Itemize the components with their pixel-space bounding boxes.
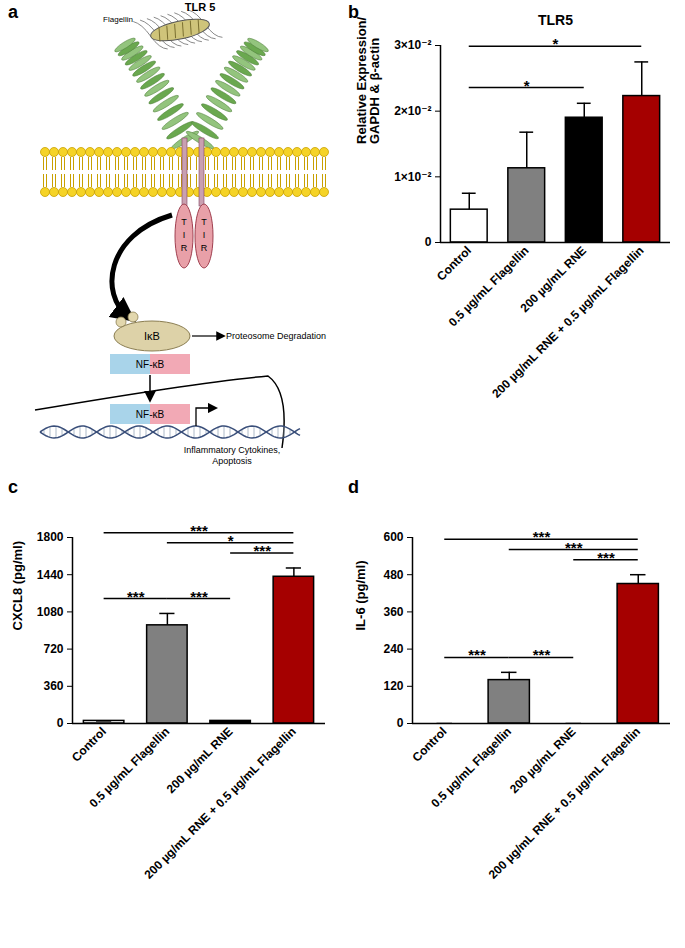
svg-text:***: *** <box>468 646 486 663</box>
svg-text:360: 360 <box>383 605 403 619</box>
svg-text:Apoptosis: Apoptosis <box>212 456 252 466</box>
svg-text:0.5 µg/mL Flagellin: 0.5 µg/mL Flagellin <box>446 243 532 329</box>
svg-text:Control: Control <box>434 243 474 283</box>
svg-text:200 µg/mL RNE + 0.5 µg/mL Flag: 200 µg/mL RNE + 0.5 µg/mL Flagellin <box>141 724 298 881</box>
svg-text:R: R <box>201 243 208 253</box>
html-text:b: b <box>348 2 359 22</box>
svg-text:*: * <box>228 532 234 549</box>
svg-text:2×10⁻²: 2×10⁻² <box>394 104 431 118</box>
svg-text:0: 0 <box>425 235 432 249</box>
svg-text:Flagellin: Flagellin <box>103 15 133 24</box>
svg-text:Control: Control <box>410 724 450 764</box>
svg-text:Control: Control <box>69 724 109 764</box>
svg-text:240: 240 <box>383 642 403 656</box>
svg-text:200 µg/mL RNE: 200 µg/mL RNE <box>164 724 236 796</box>
svg-text:200 µg/mL RNE + 0.5 µg/mL Flag: 200 µg/mL RNE + 0.5 µg/mL Flagellin <box>489 243 646 400</box>
svg-text:Proteosome Degradation: Proteosome Degradation <box>226 331 326 341</box>
svg-text:TLR 5: TLR 5 <box>185 1 216 13</box>
svg-text:***: *** <box>190 522 208 539</box>
svg-text:360: 360 <box>43 679 63 693</box>
svg-text:***: *** <box>565 539 583 556</box>
svg-text:T: T <box>201 217 207 227</box>
svg-text:0.5 µg/mL Flagellin: 0.5 µg/mL Flagellin <box>86 724 172 810</box>
svg-text:***: *** <box>533 646 551 663</box>
svg-text:NF-κB: NF-κB <box>136 409 165 420</box>
svg-text:***: *** <box>190 588 208 605</box>
svg-text:I: I <box>183 230 186 240</box>
svg-text:3×10⁻²: 3×10⁻² <box>394 38 431 52</box>
svg-text:200 µg/mL RNE + 0.5 µg/mL Flag: 200 µg/mL RNE + 0.5 µg/mL Flagellin <box>486 724 643 881</box>
svg-text:120: 120 <box>383 679 403 693</box>
svg-text:1×10⁻²: 1×10⁻² <box>394 170 431 184</box>
svg-text:*: * <box>524 77 530 94</box>
html-text:d: d <box>348 477 359 497</box>
svg-text:IκB: IκB <box>144 330 160 342</box>
svg-text:R: R <box>181 243 188 253</box>
svg-text:T: T <box>181 217 187 227</box>
svg-text:Relative Expression/GAPDH & β-: Relative Expression/GAPDH & β-actin <box>354 16 382 144</box>
svg-text:I: I <box>203 230 206 240</box>
svg-text:200 µg/mL RNE: 200 µg/mL RNE <box>507 724 579 796</box>
svg-text:IL-6 (pg/ml): IL-6 (pg/ml) <box>353 560 368 630</box>
svg-text:0: 0 <box>397 716 404 730</box>
html-text:c: c <box>8 477 18 497</box>
svg-text:1440: 1440 <box>37 568 64 582</box>
svg-text:0.5 µg/mL Flagellin: 0.5 µg/mL Flagellin <box>428 724 514 810</box>
html-text:a: a <box>8 2 18 22</box>
svg-text:CXCL8 (pg/ml): CXCL8 (pg/ml) <box>10 541 25 631</box>
svg-text:***: *** <box>597 549 615 566</box>
svg-text:***: *** <box>127 588 145 605</box>
svg-text:1080: 1080 <box>37 605 64 619</box>
svg-text:600: 600 <box>383 530 403 544</box>
svg-text:1800: 1800 <box>37 530 64 544</box>
svg-text:NF-κB: NF-κB <box>136 359 165 370</box>
svg-text:*: * <box>553 35 559 52</box>
svg-text:***: *** <box>253 542 271 559</box>
svg-text:480: 480 <box>383 568 403 582</box>
svg-text:Inflammatory Cytokines,: Inflammatory Cytokines, <box>184 445 281 455</box>
svg-text:0: 0 <box>57 716 64 730</box>
svg-text:720: 720 <box>43 642 63 656</box>
svg-text:***: *** <box>533 528 551 545</box>
svg-text:TLR5: TLR5 <box>538 12 573 28</box>
